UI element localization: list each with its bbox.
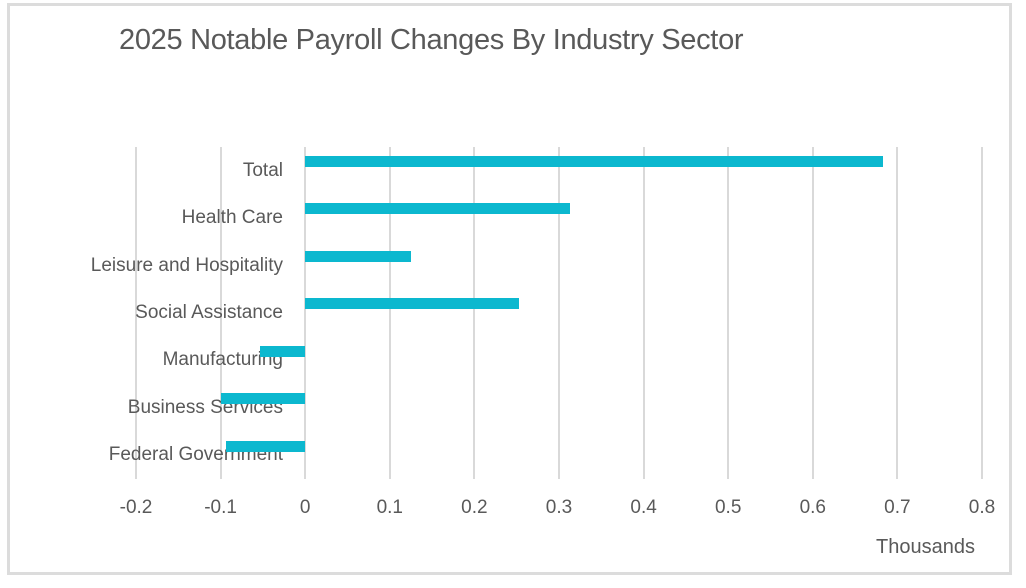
category-label: Manufacturing	[162, 349, 283, 371]
chart-title: 2025 Notable Payroll Changes By Industry…	[119, 24, 744, 56]
x-tick-label: 0.5	[714, 497, 742, 518]
gridline-0.7	[896, 147, 899, 479]
bar-business-services	[221, 393, 306, 405]
x-tick-label: -0.2	[119, 497, 153, 518]
gridline-0.5	[727, 147, 730, 479]
gridline--0.1	[219, 147, 222, 479]
gridline-0.4	[642, 147, 645, 479]
category-label: Business Services	[127, 396, 283, 418]
gridline--0.2	[135, 147, 137, 479]
chart-frame-border	[7, 3, 1012, 575]
gridline-0	[304, 147, 307, 479]
category-label: Social Assistance	[135, 301, 283, 323]
bar-total	[305, 156, 883, 167]
category-label: Total	[242, 159, 283, 181]
gridline-0.3	[558, 147, 560, 479]
x-tick-label: 0.8	[968, 497, 996, 518]
x-axis-unit-label: Thousands	[876, 536, 975, 558]
category-label: Health Care	[181, 207, 283, 229]
x-tick-label: 0.4	[630, 497, 657, 518]
x-tick-label: 0.6	[799, 497, 826, 518]
x-tick-label: -0.1	[204, 497, 237, 518]
gridline-0.2	[473, 147, 476, 479]
bar-manufacturing	[260, 345, 306, 357]
gridline-0.6	[811, 147, 814, 479]
x-tick-label: 0.2	[461, 497, 488, 518]
bar-health-care	[305, 203, 570, 215]
x-tick-label: 0.7	[884, 497, 911, 518]
bar-federal-government	[225, 440, 306, 452]
gridline-0.1	[388, 147, 391, 479]
category-label: Federal Government	[108, 444, 283, 466]
x-tick-label: 0	[299, 497, 311, 518]
gridline-0.8	[981, 147, 983, 479]
x-tick-label: 0.1	[376, 497, 403, 518]
bar-social-assistance	[305, 298, 520, 310]
bar-leisure-and-hospitality	[305, 250, 411, 262]
x-tick-label: 0.3	[545, 497, 573, 518]
category-label: Leisure and Hospitality	[90, 254, 283, 276]
